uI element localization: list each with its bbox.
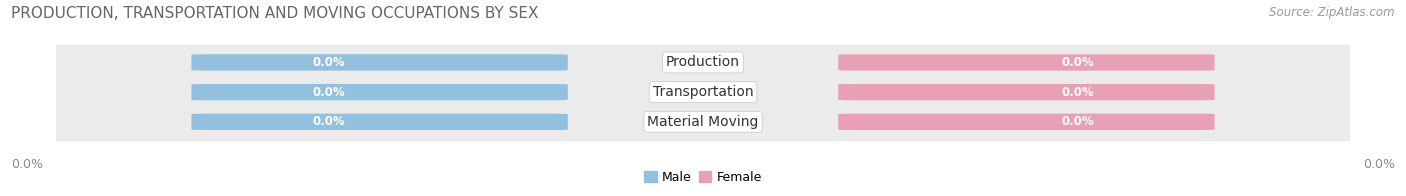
Text: Material Moving: Material Moving xyxy=(647,115,759,129)
Text: PRODUCTION, TRANSPORTATION AND MOVING OCCUPATIONS BY SEX: PRODUCTION, TRANSPORTATION AND MOVING OC… xyxy=(11,6,538,21)
Text: 0.0%: 0.0% xyxy=(312,56,344,69)
Text: 0.0%: 0.0% xyxy=(11,158,44,171)
Text: Source: ZipAtlas.com: Source: ZipAtlas.com xyxy=(1270,6,1395,19)
Legend: Male, Female: Male, Female xyxy=(640,166,766,189)
Text: 0.0%: 0.0% xyxy=(1362,158,1395,171)
FancyBboxPatch shape xyxy=(838,114,1215,130)
FancyBboxPatch shape xyxy=(838,84,1215,100)
Text: 0.0%: 0.0% xyxy=(312,115,344,128)
Bar xyxy=(56,104,1350,140)
FancyBboxPatch shape xyxy=(191,54,568,71)
FancyBboxPatch shape xyxy=(191,114,568,130)
Bar xyxy=(56,74,1350,110)
Bar xyxy=(56,45,1350,80)
Text: 0.0%: 0.0% xyxy=(1062,86,1094,99)
Text: 0.0%: 0.0% xyxy=(1062,115,1094,128)
Text: Production: Production xyxy=(666,55,740,69)
Text: 0.0%: 0.0% xyxy=(1062,56,1094,69)
Text: Transportation: Transportation xyxy=(652,85,754,99)
FancyBboxPatch shape xyxy=(838,54,1215,71)
FancyBboxPatch shape xyxy=(191,84,568,100)
Text: 0.0%: 0.0% xyxy=(312,86,344,99)
